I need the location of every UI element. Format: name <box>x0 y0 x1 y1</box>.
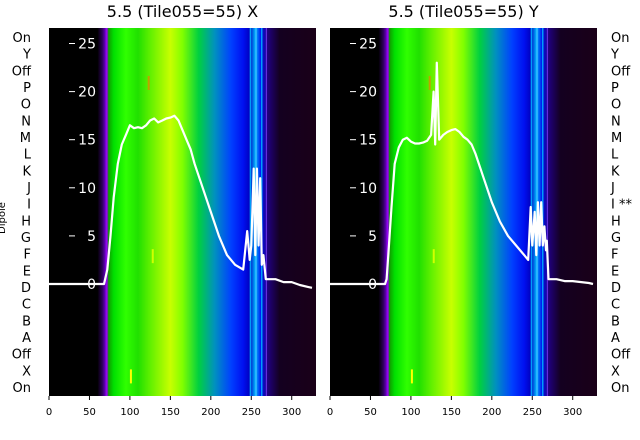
row-label: B <box>22 314 31 329</box>
row-label: B <box>611 314 620 329</box>
y-tick-label: 25 <box>78 37 96 53</box>
row-label: H <box>21 214 31 229</box>
heatmap <box>330 28 597 396</box>
row-label: C <box>611 298 620 313</box>
row-label: On <box>611 31 629 46</box>
series-line <box>330 61 594 286</box>
x-tick-label: 0 <box>46 407 52 418</box>
heatmap-speck <box>410 369 413 384</box>
series-line <box>49 114 313 289</box>
row-label: N <box>21 114 31 129</box>
y-tick-label: 15 <box>78 133 96 149</box>
row-label: L <box>611 148 619 163</box>
y-tick-label: 20 <box>78 85 96 101</box>
heatmap-stripe <box>249 28 252 396</box>
heatmap-stripe <box>386 28 389 396</box>
x-tick-label: 100 <box>401 407 420 418</box>
row-label: Y <box>610 48 619 63</box>
row-label: P <box>23 81 31 96</box>
x-tick-label: 0 <box>327 407 333 418</box>
row-label: A <box>611 331 620 346</box>
row-label: M <box>20 131 31 146</box>
heatmap-speck <box>428 75 431 90</box>
x-tick-label: 50 <box>364 407 377 418</box>
row-label: X <box>22 364 31 379</box>
x-tick-label: 300 <box>282 407 301 418</box>
row-label: N <box>611 114 621 129</box>
row-label: P <box>611 81 619 96</box>
heatmap <box>49 28 316 396</box>
row-label: L <box>24 148 32 163</box>
y-tick-label: 0 <box>87 277 96 293</box>
x-tick-label: 150 <box>161 407 180 418</box>
y-tick-label: 10 <box>78 181 96 197</box>
row-label: Off <box>611 64 631 79</box>
row-label: I ** <box>611 198 632 213</box>
row-label: K <box>22 164 31 179</box>
row-label: O <box>611 98 621 113</box>
row-label: On <box>13 381 31 396</box>
row-label: J <box>610 181 615 196</box>
x-tick-label: 250 <box>523 407 542 418</box>
chart-title: 5.5 (Tile055=55) X <box>107 2 258 21</box>
x-tick-label: 150 <box>442 407 461 418</box>
row-label: M <box>611 131 622 146</box>
heatmap-speck <box>151 249 154 264</box>
y-tick-label: 5 <box>368 229 377 245</box>
x-tick-label: 200 <box>201 407 220 418</box>
x-tick-label: 100 <box>120 407 139 418</box>
row-label: Off <box>611 348 631 363</box>
x-tick-label: 50 <box>83 407 96 418</box>
chart-title: 5.5 (Tile055=55) Y <box>388 2 538 21</box>
row-label: F <box>24 248 31 263</box>
row-label: K <box>611 164 620 179</box>
heatmap-stripe <box>541 28 544 396</box>
row-label: On <box>611 381 629 396</box>
row-label: I <box>27 198 31 213</box>
row-label: Y <box>22 48 31 63</box>
row-label: D <box>21 281 31 296</box>
row-label: X <box>611 364 620 379</box>
heatmap-speck <box>129 369 132 384</box>
y-tick-label: 25 <box>359 37 377 53</box>
row-label: H <box>611 214 621 229</box>
row-label: Off <box>12 64 32 79</box>
y-tick-label: 15 <box>359 133 377 149</box>
row-label: E <box>23 264 31 279</box>
y-tick-label: 20 <box>359 85 377 101</box>
row-label: G <box>611 231 621 246</box>
x-tick-label: 250 <box>242 407 261 418</box>
row-label: D <box>611 281 621 296</box>
row-label: F <box>611 248 618 263</box>
y-tick-label: 5 <box>87 229 96 245</box>
row-label: O <box>21 98 31 113</box>
heatmap-speck <box>147 75 150 90</box>
heatmap-speck <box>432 249 435 264</box>
row-label: A <box>22 331 31 346</box>
y-axis-label: Dipole <box>0 202 8 234</box>
row-label: Off <box>12 348 32 363</box>
row-label: G <box>21 231 31 246</box>
heatmap-stripe <box>105 28 108 396</box>
row-label: C <box>22 298 31 313</box>
x-tick-label: 200 <box>482 407 501 418</box>
heatmap-stripe <box>265 28 267 396</box>
x-tick-label: 300 <box>563 407 582 418</box>
row-label: J <box>26 181 31 196</box>
heatmap-stripe <box>546 28 548 396</box>
row-label: On <box>13 31 31 46</box>
y-tick-label: 10 <box>359 181 377 197</box>
y-tick-label: 0 <box>368 277 377 293</box>
row-label: E <box>611 264 619 279</box>
